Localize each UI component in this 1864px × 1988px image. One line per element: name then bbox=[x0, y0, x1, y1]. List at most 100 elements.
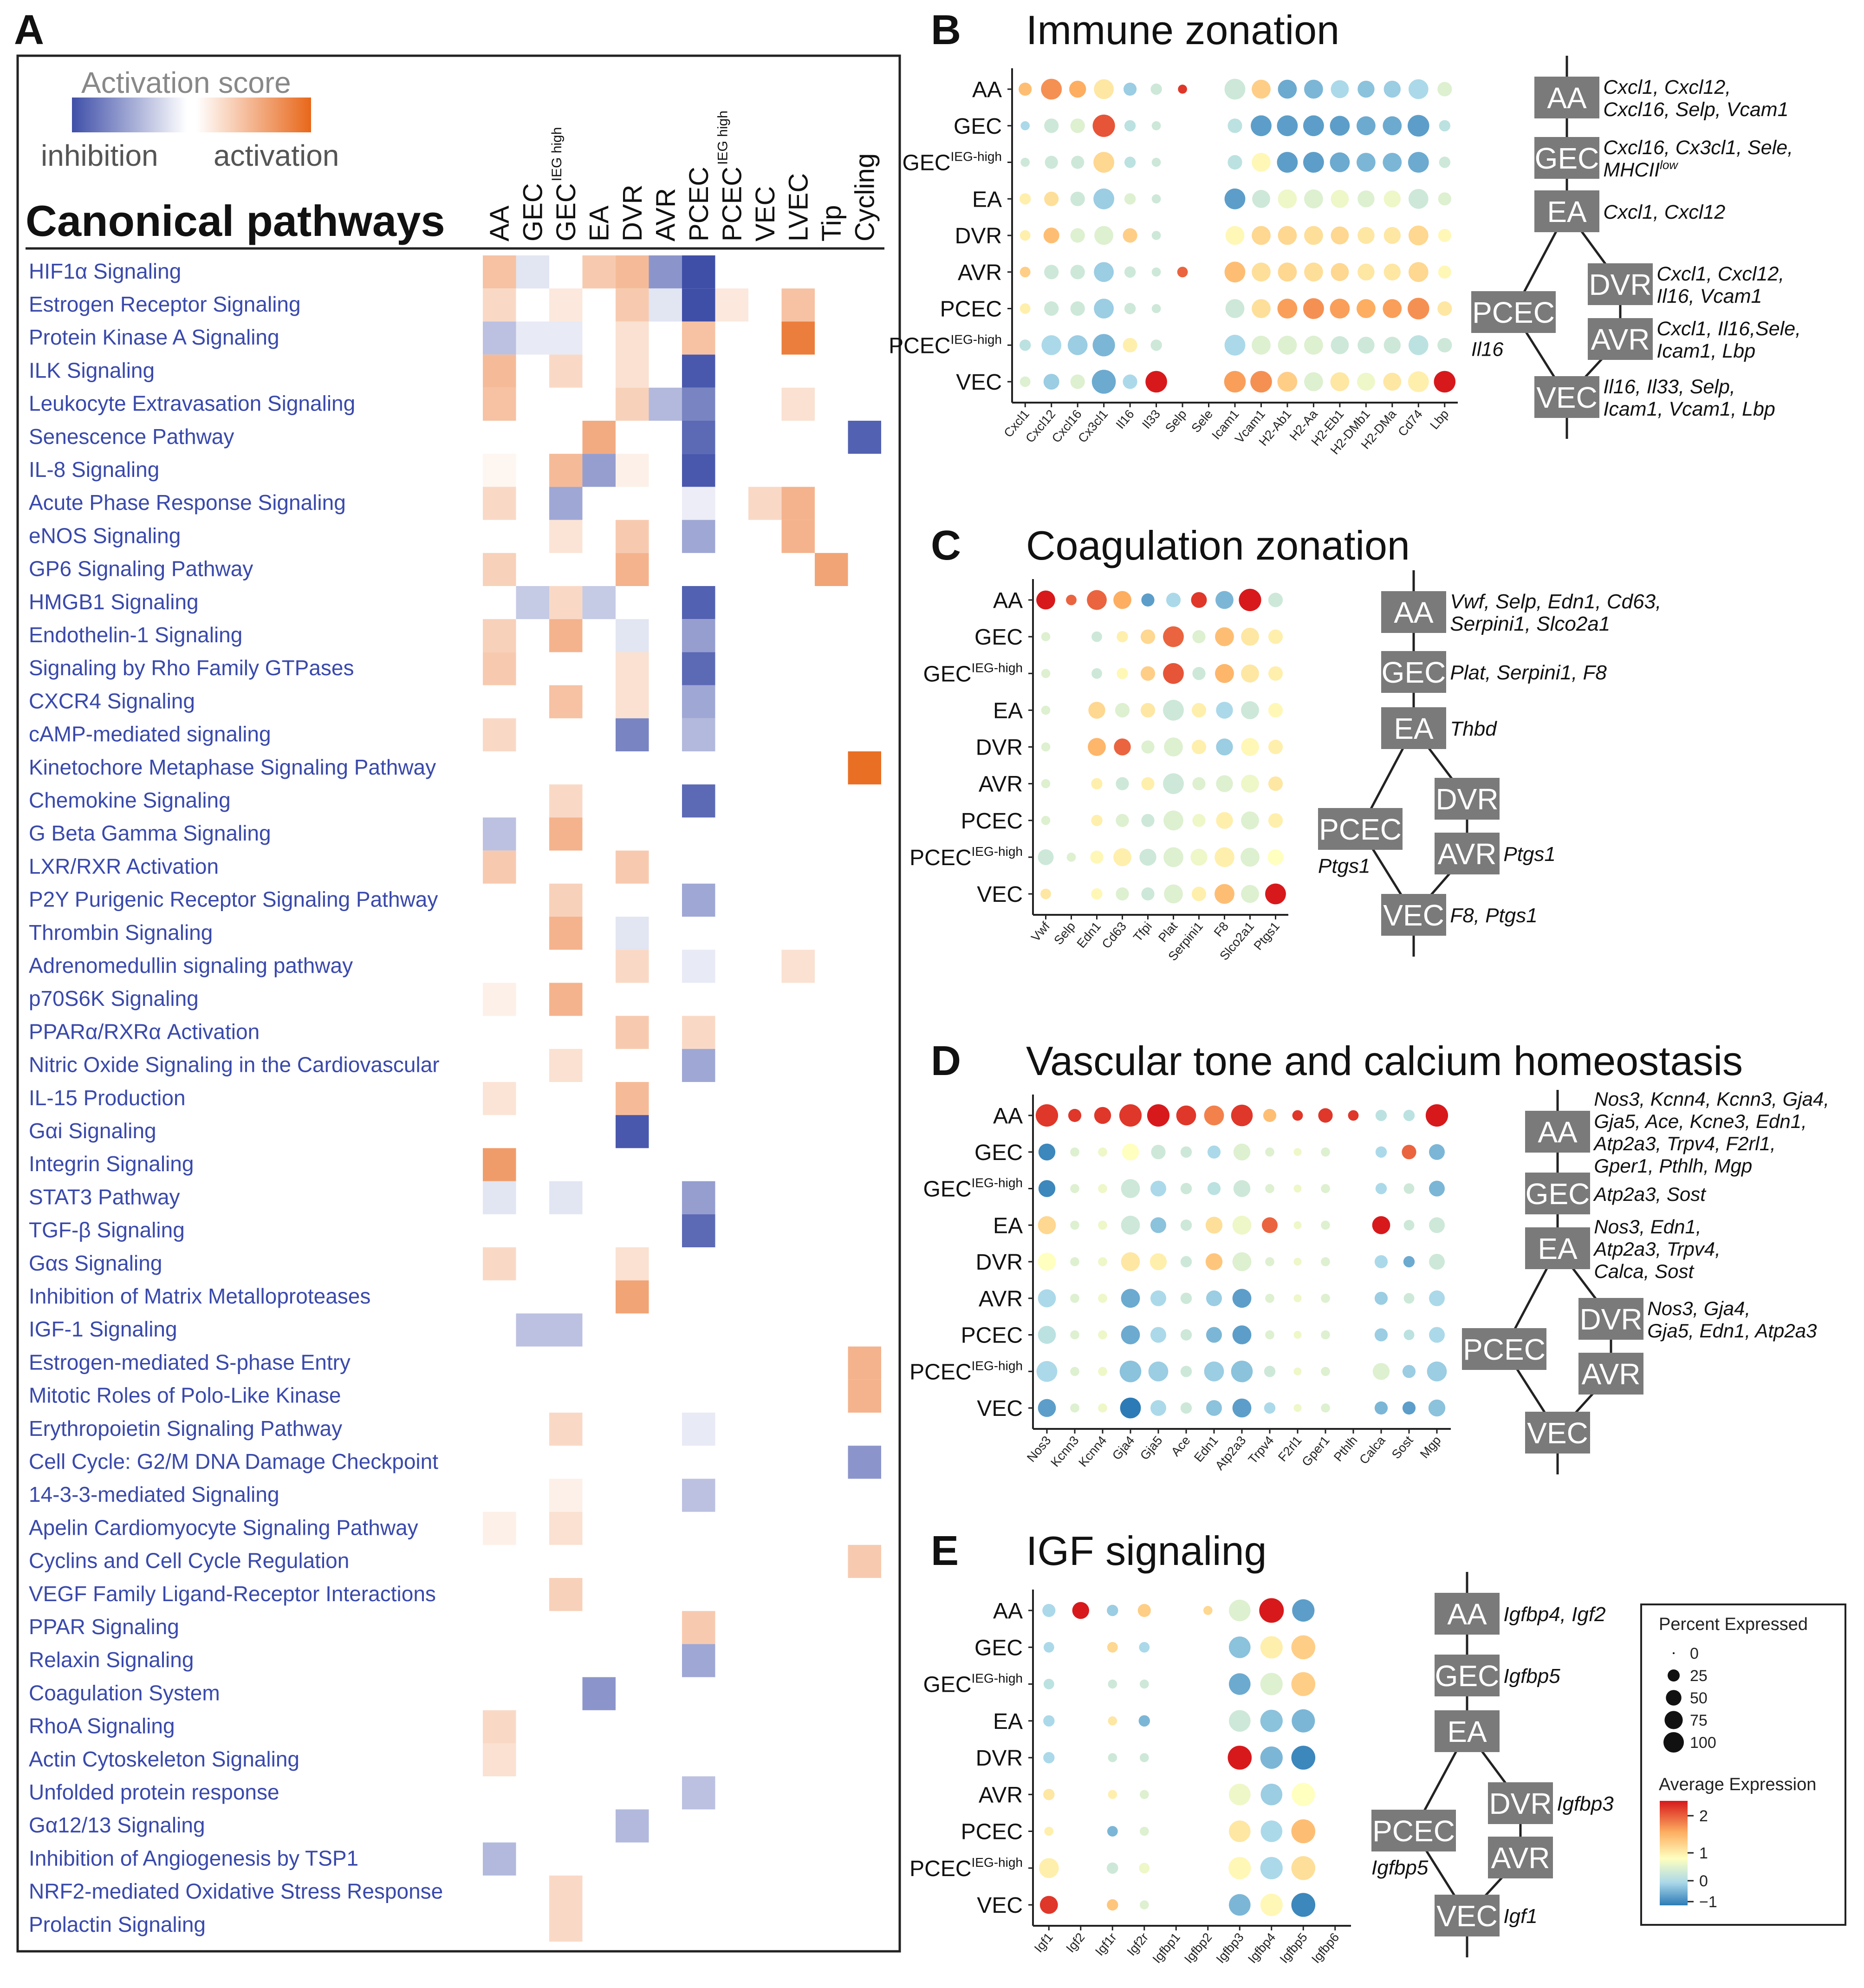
immune-row-label: PCECIEG-high bbox=[889, 332, 1002, 358]
heatmap-cell bbox=[682, 718, 715, 751]
vtone-row-label: PCEC bbox=[961, 1323, 1023, 1348]
vtone-row-label: VEC bbox=[977, 1396, 1023, 1421]
immune-dot bbox=[1043, 374, 1059, 390]
immune-dot bbox=[1357, 190, 1375, 208]
heatmap-cell bbox=[781, 520, 815, 553]
heatmap-cell bbox=[616, 255, 649, 289]
immune-dot bbox=[1304, 189, 1323, 209]
heatmap-cell bbox=[848, 421, 881, 454]
coag-dot bbox=[1192, 667, 1206, 680]
coag-dot bbox=[1139, 848, 1156, 866]
immune-dot bbox=[1331, 189, 1349, 208]
vtone-dot bbox=[1429, 1254, 1445, 1270]
percent-expressed-title: Percent Expressed bbox=[1659, 1615, 1808, 1634]
size-legend-label: 50 bbox=[1690, 1689, 1708, 1707]
heatmap-cell bbox=[781, 288, 815, 322]
vtone-dot bbox=[1098, 1147, 1107, 1157]
coag-dot bbox=[1038, 849, 1054, 865]
immune-annotation-avr: Icam1, Lbp bbox=[1656, 340, 1755, 362]
igf-node-pcec bbox=[1371, 1810, 1456, 1851]
coag-annotation-gec: Plat, Serpini1, F8 bbox=[1450, 661, 1607, 684]
igf-dot bbox=[1291, 1672, 1316, 1696]
immune-dot bbox=[1331, 263, 1349, 281]
coag-dot bbox=[1268, 813, 1283, 828]
size-legend-dot bbox=[1673, 1652, 1675, 1654]
pathway-label: Erythropoietin Signaling Pathway bbox=[29, 1416, 342, 1440]
immune-dot bbox=[1020, 267, 1031, 278]
vtone-gene-atp2a3: Atp2a3 bbox=[1213, 1434, 1249, 1473]
vtone-dot bbox=[1403, 1330, 1415, 1340]
heatmap-cell bbox=[483, 255, 516, 289]
coag-node-gec bbox=[1381, 651, 1446, 693]
heatmap-cell bbox=[682, 421, 715, 454]
vtone-dot bbox=[1231, 1104, 1253, 1127]
vtone-dot bbox=[1176, 1105, 1196, 1126]
coag-dot bbox=[1091, 815, 1103, 827]
pathway-label: Signaling by Rho Family GTPases bbox=[29, 656, 354, 680]
heatmap-cell bbox=[682, 1413, 715, 1446]
coag-row-label: AVR bbox=[979, 772, 1023, 797]
immune-node-aa bbox=[1534, 77, 1599, 118]
vtone-dot bbox=[1293, 1294, 1302, 1303]
vtone-dot bbox=[1375, 1146, 1387, 1158]
igf-gene-igfbp6: Igfbp6 bbox=[1309, 1930, 1342, 1966]
immune-dot bbox=[1123, 374, 1137, 389]
vtone-dot bbox=[1293, 1258, 1302, 1266]
vtone-node-label: PCEC bbox=[1463, 1333, 1546, 1366]
immune-dot bbox=[1357, 263, 1375, 280]
igf-dot bbox=[1042, 1603, 1056, 1617]
coag-dot bbox=[1215, 847, 1234, 867]
vtone-dot bbox=[1318, 1108, 1333, 1123]
immune-dot bbox=[1178, 85, 1187, 94]
coag-node-label: GEC bbox=[1382, 656, 1446, 689]
immune-dot bbox=[1438, 228, 1451, 242]
immune-dot bbox=[1124, 303, 1136, 314]
coag-dot bbox=[1190, 848, 1208, 866]
immune-dot bbox=[1150, 83, 1162, 95]
coag-row-label: PCEC bbox=[961, 809, 1023, 834]
immune-dot bbox=[1439, 120, 1450, 131]
immune-dot bbox=[1094, 299, 1114, 319]
immune-annotation-gec: Cxcl16, Cx3cl1, Sele, bbox=[1603, 137, 1793, 159]
heatmap-cell bbox=[616, 1115, 649, 1148]
vtone-node-ea bbox=[1525, 1227, 1590, 1269]
heatmap-cell bbox=[781, 387, 815, 421]
immune-dot bbox=[1070, 265, 1085, 280]
igf-annotation-dvr: Igfbp3 bbox=[1557, 1792, 1614, 1815]
heatmap-cell bbox=[582, 255, 616, 289]
pathway-label: Relaxin Signaling bbox=[29, 1648, 194, 1672]
panel-letter-d: D bbox=[931, 1038, 961, 1084]
immune-dot bbox=[1303, 298, 1324, 319]
immune-dot bbox=[1020, 303, 1031, 314]
heatmap-cell bbox=[549, 1909, 583, 1942]
vtone-dot bbox=[1205, 1253, 1223, 1271]
vtone-dot bbox=[1098, 1367, 1107, 1376]
column-label-aa: AA bbox=[485, 205, 515, 241]
immune-dot bbox=[1357, 337, 1375, 354]
pathway-label: RhoA Signaling bbox=[29, 1714, 175, 1738]
immune-dot bbox=[1408, 152, 1429, 173]
vtone-dot bbox=[1265, 1294, 1274, 1303]
heatmap-cell bbox=[616, 652, 649, 685]
immune-dot bbox=[1278, 262, 1297, 282]
vtone-dot bbox=[1293, 1404, 1302, 1412]
immune-dot bbox=[1123, 338, 1137, 352]
pathway-label: TGF-β Signaling bbox=[29, 1218, 185, 1242]
immune-dot bbox=[1250, 371, 1272, 393]
immune-dot bbox=[1044, 301, 1059, 316]
heatmap-cell bbox=[781, 950, 815, 983]
immune-node-label: DVR bbox=[1589, 268, 1651, 301]
vtone-dot bbox=[1427, 1361, 1447, 1382]
heatmap-cell bbox=[616, 1280, 649, 1314]
coag-row-label: GEC bbox=[974, 625, 1023, 650]
coag-dot bbox=[1192, 777, 1206, 790]
coag-dot bbox=[1241, 811, 1259, 830]
coag-dot bbox=[1163, 663, 1184, 684]
immune-dot bbox=[1070, 191, 1085, 206]
immune-dot bbox=[1277, 115, 1298, 137]
vtone-dot bbox=[1070, 1367, 1079, 1376]
vtone-dot bbox=[1428, 1399, 1446, 1417]
igf-row-label: EA bbox=[993, 1709, 1023, 1734]
coag-dot bbox=[1163, 626, 1184, 647]
coag-dot bbox=[1191, 739, 1207, 755]
